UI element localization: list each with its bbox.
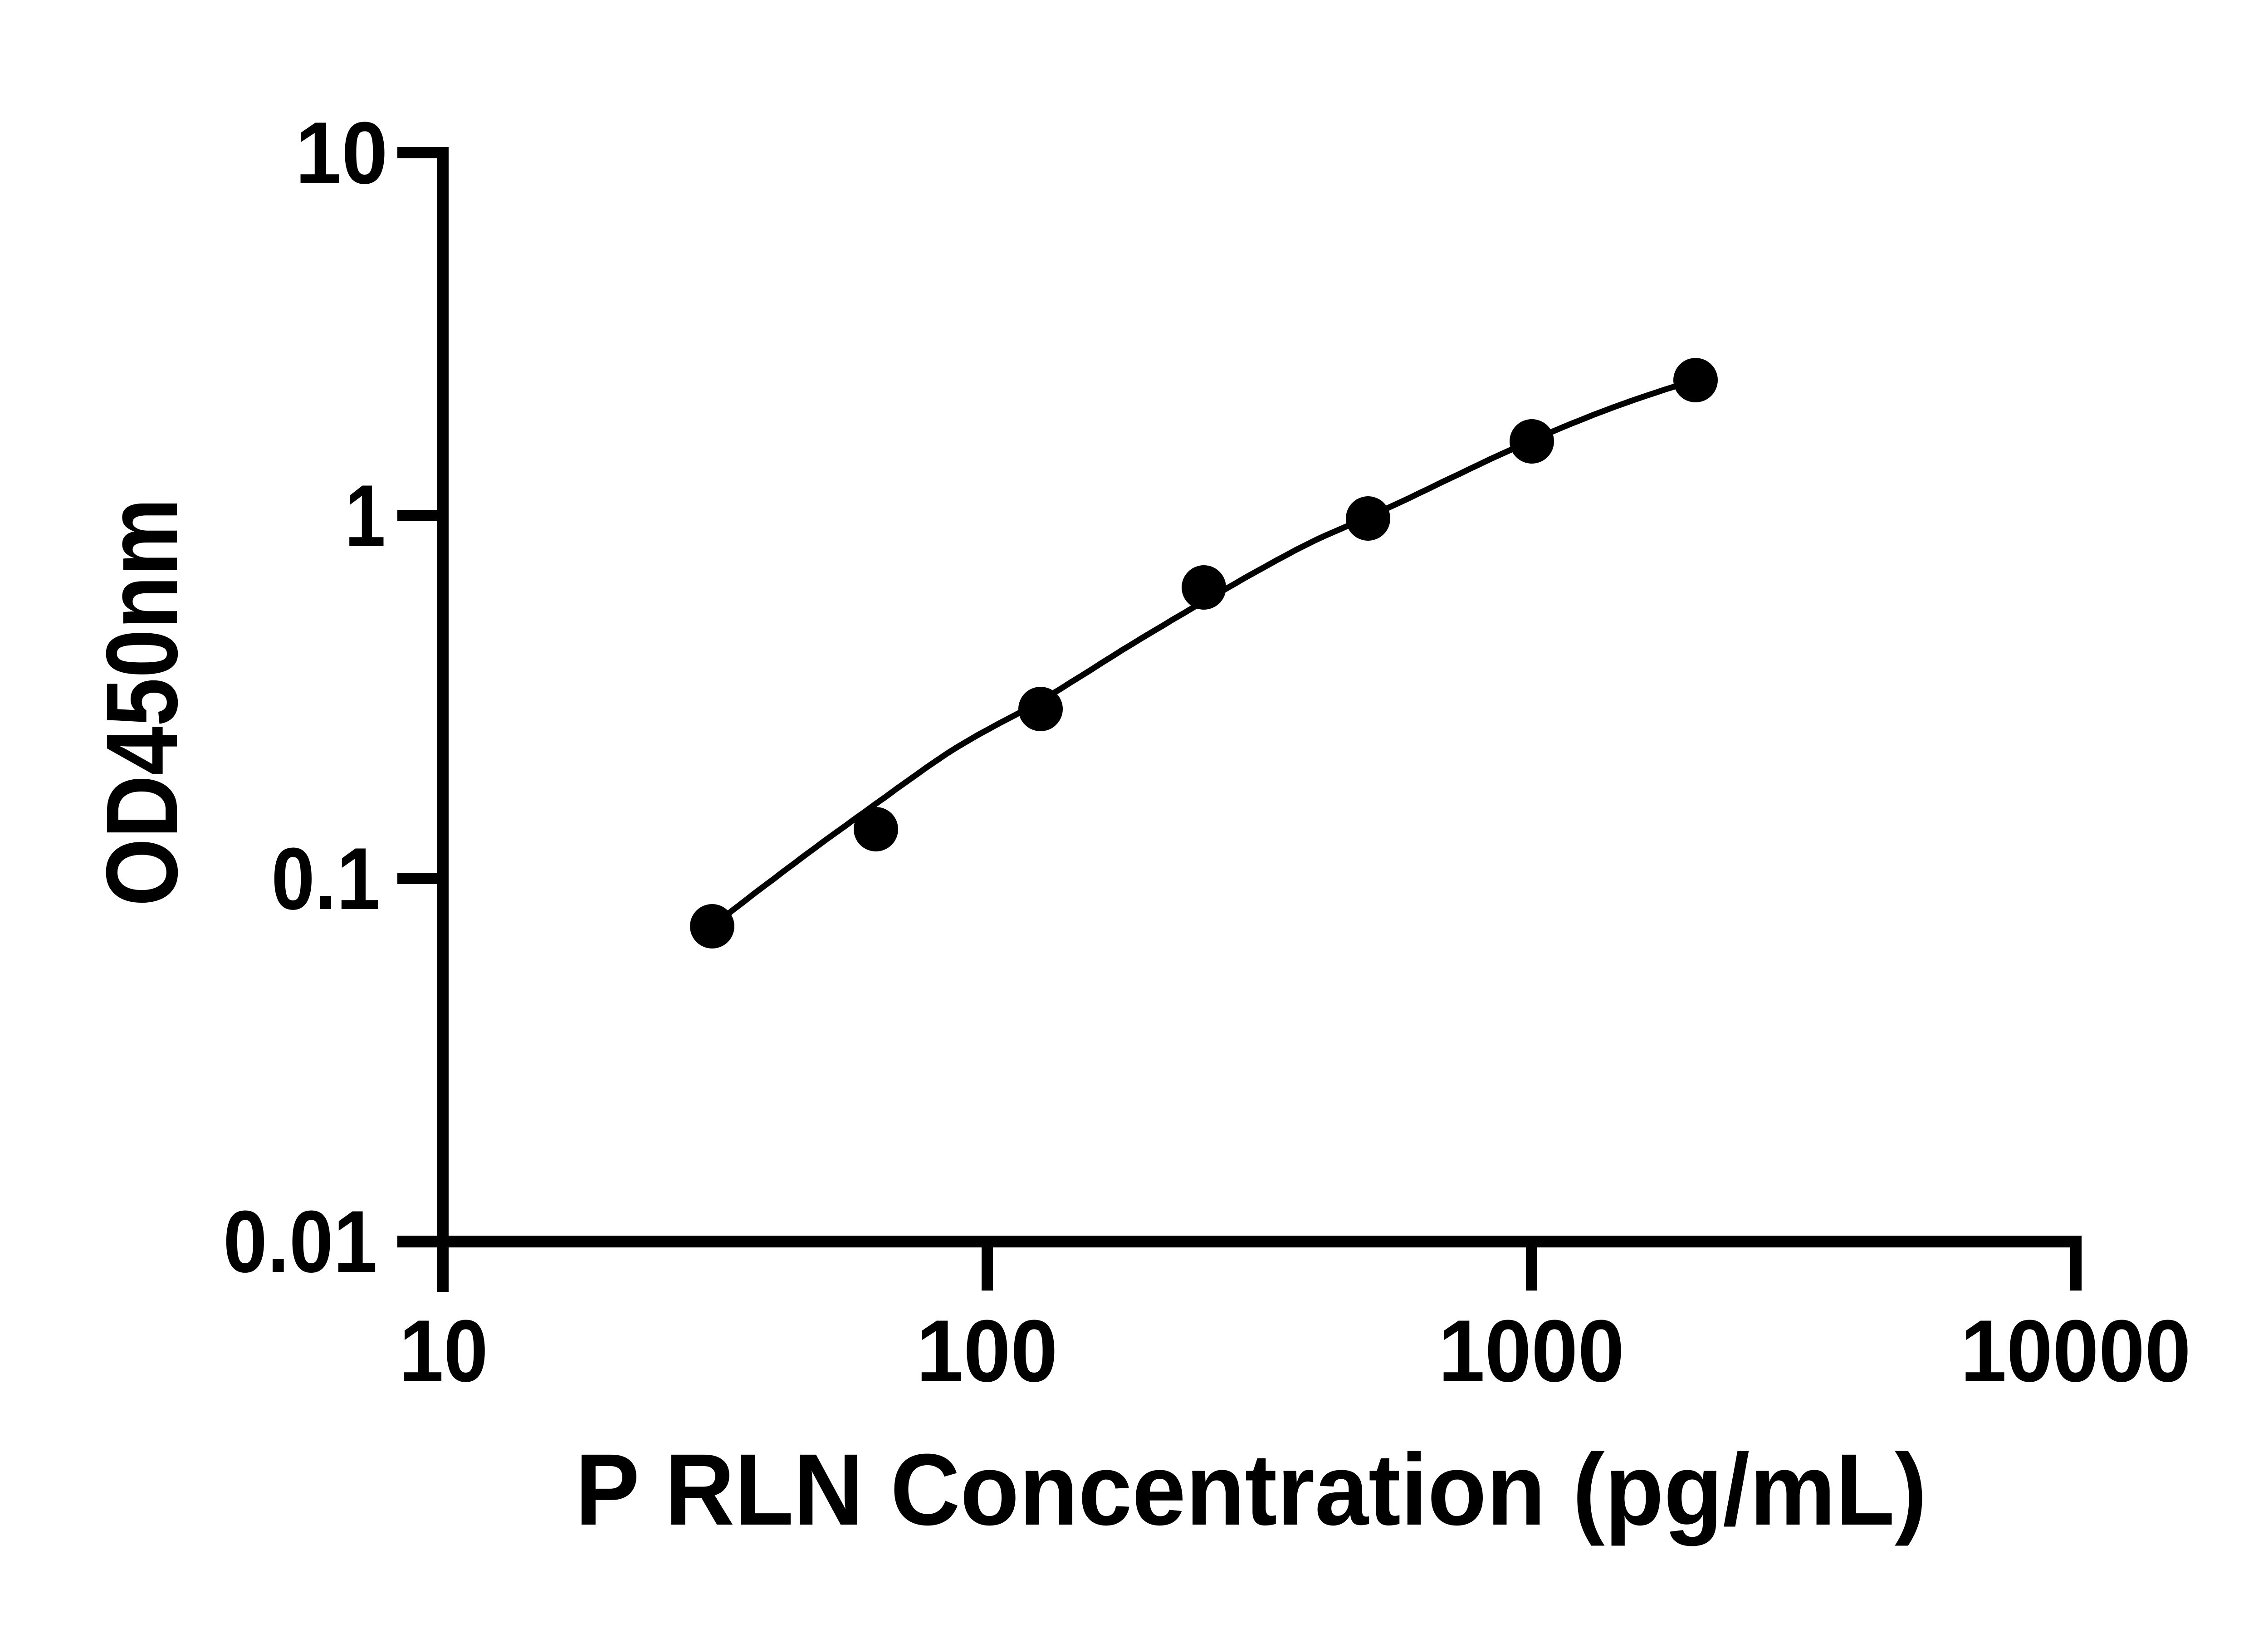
svg-text:10: 10	[295, 104, 388, 202]
svg-text:10: 10	[399, 1302, 488, 1400]
svg-text:0.01: 0.01	[223, 1193, 377, 1291]
svg-text:1000: 1000	[1438, 1302, 1624, 1400]
svg-text:P RLN Concentration (pg/mL): P RLN Concentration (pg/mL)	[575, 1433, 1927, 1546]
svg-text:10000: 10000	[1960, 1302, 2191, 1400]
svg-text:0.1: 0.1	[271, 830, 380, 928]
svg-text:1: 1	[345, 467, 386, 565]
svg-text:100: 100	[916, 1302, 1058, 1400]
svg-text:OD450nm: OD450nm	[85, 498, 199, 906]
